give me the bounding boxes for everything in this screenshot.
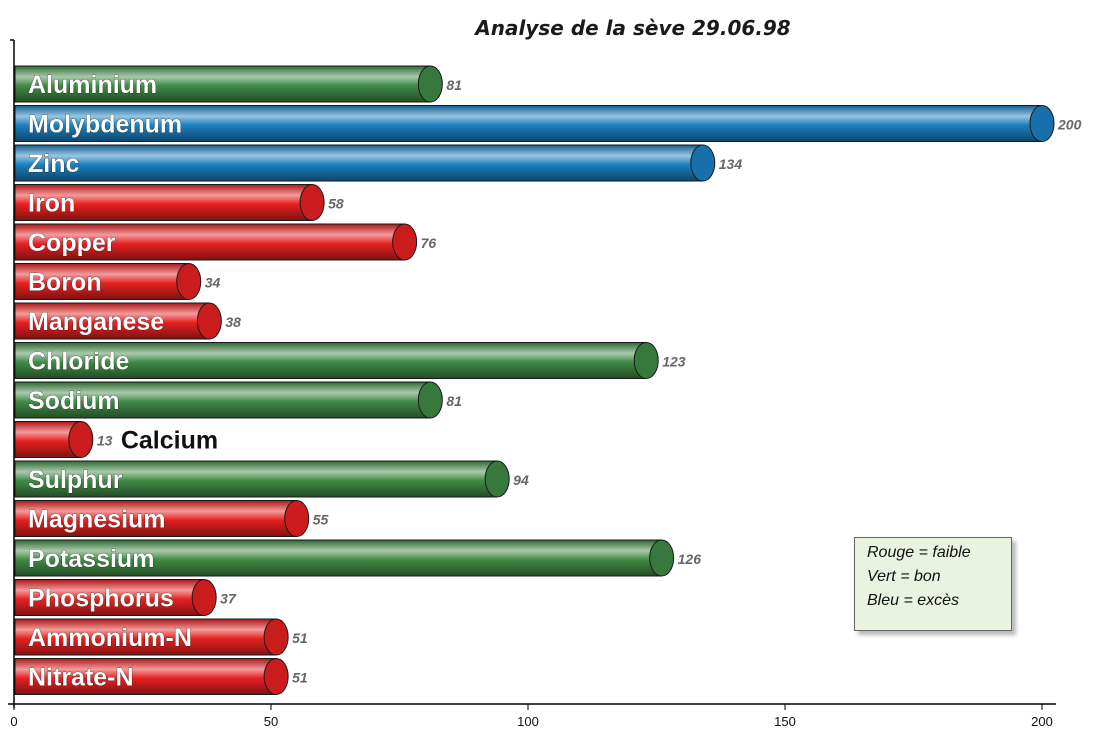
bar-iron xyxy=(14,184,325,221)
bar-body xyxy=(14,184,313,221)
value-label: 13 xyxy=(97,433,113,449)
bar-molybdenum xyxy=(14,105,1055,142)
bar-cap xyxy=(68,421,94,458)
bar-sodium xyxy=(14,381,443,419)
bar-cap xyxy=(417,65,443,103)
bar-potassium xyxy=(14,539,675,577)
bar-phosphorus xyxy=(14,579,217,616)
bar-body xyxy=(14,658,277,695)
category-label: Molybdenum xyxy=(28,111,182,139)
value-label: 51 xyxy=(292,670,308,686)
category-label: Zinc xyxy=(28,150,79,178)
category-label: Manganese xyxy=(28,308,164,336)
bar-body xyxy=(14,144,704,182)
bar-cap xyxy=(196,302,222,340)
bar-boron xyxy=(14,263,202,300)
bar-cap xyxy=(392,223,418,261)
bar-body xyxy=(14,539,663,577)
bar-body xyxy=(14,65,431,103)
bar-cap xyxy=(649,539,675,577)
bar-manganese xyxy=(14,302,222,340)
bar-body xyxy=(14,500,298,537)
bar-body xyxy=(14,263,190,300)
bar-calcium xyxy=(14,421,94,458)
category-label: Magnesium xyxy=(28,506,166,534)
bar-cap xyxy=(284,500,310,537)
value-label: 200 xyxy=(1057,117,1082,133)
value-label: 123 xyxy=(662,354,686,370)
bar-cap xyxy=(417,381,443,419)
bar-zinc xyxy=(14,144,716,182)
x-tick-label: 100 xyxy=(517,714,539,729)
category-label: Potassium xyxy=(28,545,154,573)
value-label: 37 xyxy=(220,591,237,607)
value-label: 55 xyxy=(313,512,329,528)
x-tick-label: 200 xyxy=(1031,714,1053,729)
category-label: Iron xyxy=(28,190,75,218)
value-label: 58 xyxy=(328,196,344,212)
bar-cap xyxy=(484,460,510,498)
bar-magnesium xyxy=(14,500,310,537)
bar-copper xyxy=(14,223,418,261)
bar-cap xyxy=(690,144,716,182)
bar-cap xyxy=(263,658,289,695)
category-label: Calcium xyxy=(121,427,218,455)
bar-ammonium-n xyxy=(14,618,289,656)
category-label: Nitrate-N xyxy=(28,664,134,692)
category-label: Aluminium xyxy=(28,71,157,99)
legend-item-faible: Rouge = faible xyxy=(867,544,971,561)
bar-body xyxy=(14,381,431,419)
value-label: 134 xyxy=(719,156,743,172)
category-label: Boron xyxy=(28,269,102,297)
x-tick-label: 0 xyxy=(10,714,17,729)
category-label: Phosphorus xyxy=(28,585,174,613)
value-label: 34 xyxy=(205,275,221,291)
x-tick-label: 50 xyxy=(264,714,278,729)
bar-body xyxy=(14,460,498,498)
bar-chloride xyxy=(14,342,659,379)
chart-legend: Rouge = faible Vert = bon Bleu = excès xyxy=(854,537,1012,631)
bar-cap xyxy=(176,263,202,300)
bar-sulphur xyxy=(14,460,510,498)
value-label: 38 xyxy=(225,314,241,330)
value-label: 94 xyxy=(513,472,529,488)
category-label: Sulphur xyxy=(28,466,123,494)
value-label: 51 xyxy=(292,630,308,646)
bar-nitrate-n xyxy=(14,658,289,695)
category-label: Copper xyxy=(28,229,116,257)
bar-body xyxy=(14,342,647,379)
x-tick-label: 150 xyxy=(774,714,796,729)
bar-cap xyxy=(633,342,659,379)
value-label: 126 xyxy=(678,551,702,567)
value-label: 81 xyxy=(446,393,462,409)
bar-aluminium xyxy=(14,65,443,103)
legend-item-exces: Bleu = excès xyxy=(867,592,960,609)
bar-body xyxy=(14,302,210,340)
category-label: Ammonium-N xyxy=(28,624,192,652)
legend-item-bon: Vert = bon xyxy=(867,568,941,585)
chart-title: Analyse de la sève 29.06.98 xyxy=(475,16,791,40)
bar-body xyxy=(14,223,406,261)
category-label: Sodium xyxy=(28,387,120,415)
category-label: Chloride xyxy=(28,348,129,376)
value-label: 81 xyxy=(446,77,462,93)
bar-cap xyxy=(263,618,289,656)
value-label: 76 xyxy=(421,235,437,251)
bar-cap xyxy=(191,579,217,616)
bar-cap xyxy=(1029,105,1055,142)
bar-cap xyxy=(299,184,325,221)
